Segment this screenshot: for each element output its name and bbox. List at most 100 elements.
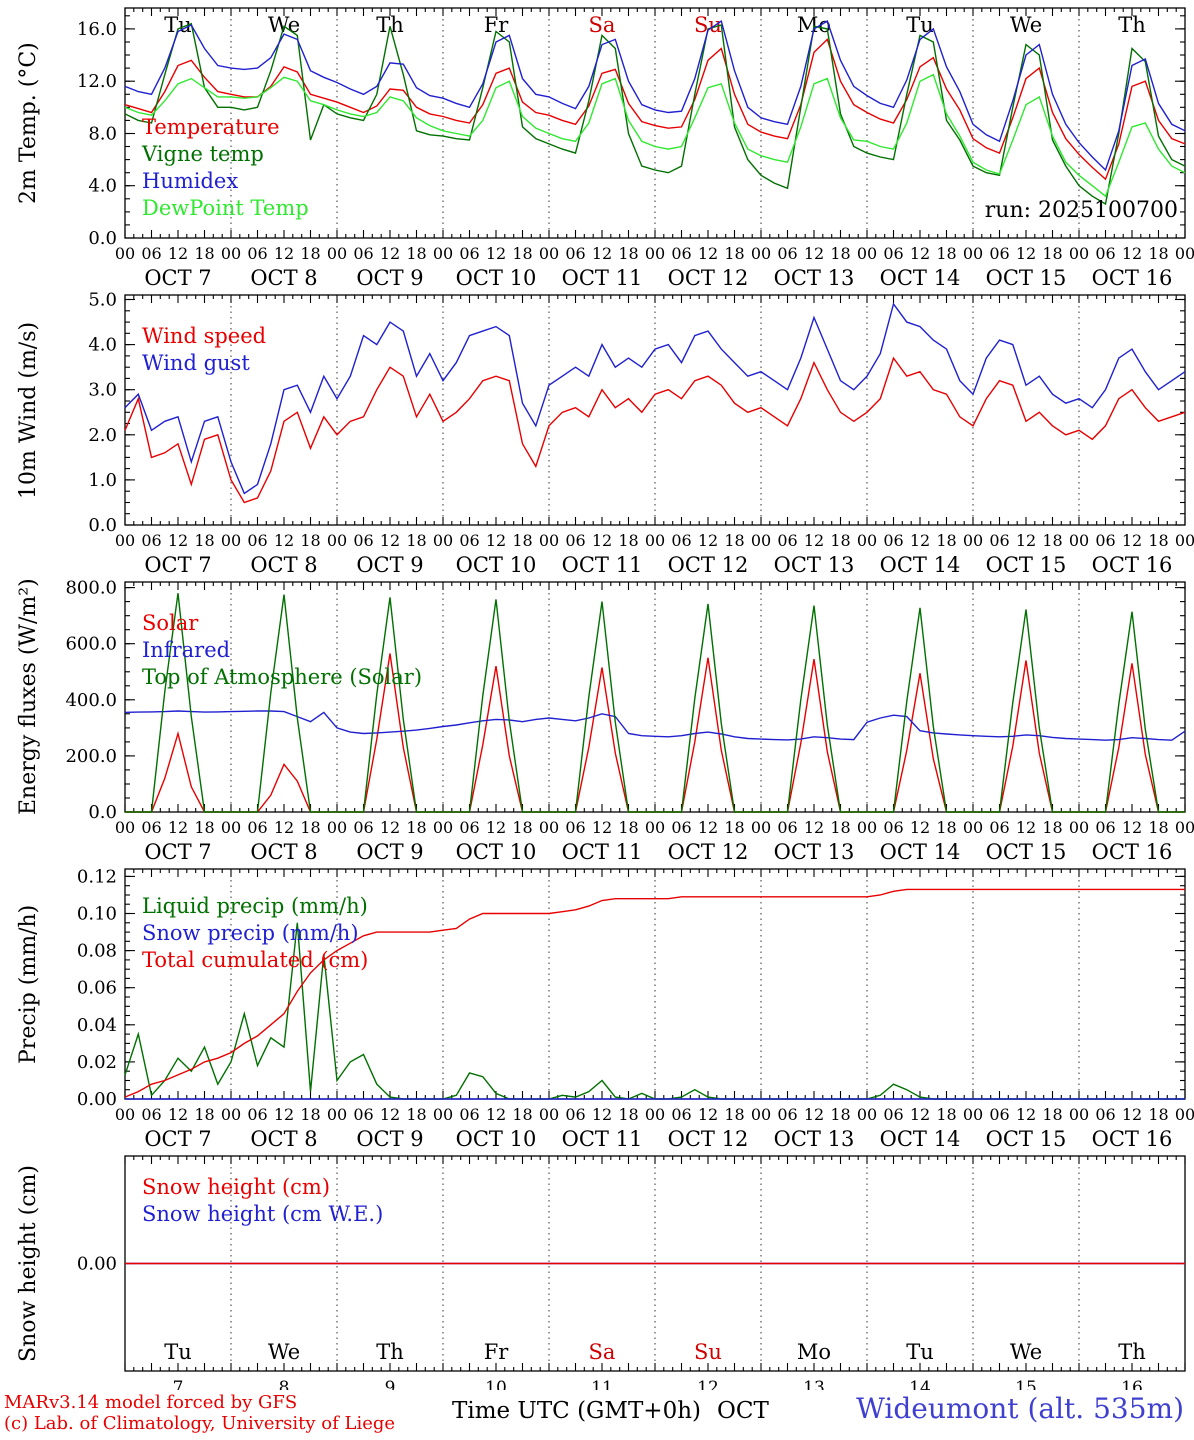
svg-text:OCT 7: OCT 7 <box>144 840 211 861</box>
svg-text:0.00: 0.00 <box>77 1089 117 1110</box>
svg-text:00: 00 <box>115 818 135 837</box>
svg-text:12: 12 <box>380 244 400 263</box>
svg-text:12: 12 <box>1122 531 1142 550</box>
svg-text:06: 06 <box>883 818 903 837</box>
svg-text:06: 06 <box>777 1105 797 1124</box>
svg-text:06: 06 <box>459 531 479 550</box>
svg-text:OCT 7: OCT 7 <box>144 266 211 287</box>
temperature-chart: 00 06 12 18 00 06 12 18 00 06 12 18 00 06 12 18 00 06 12 18… <box>77 7 1194 287</box>
svg-text:Sa: Sa <box>589 1340 616 1364</box>
svg-text:12: 12 <box>910 1105 930 1124</box>
snow-height-panel: Snow height (cm) 0.00 Tu We Th Fr Sa Su Mo Tu We T… <box>0 1148 1194 1390</box>
svg-text:Tu: Tu <box>906 1340 934 1364</box>
svg-text:7: 7 <box>173 1378 184 1390</box>
svg-text:00: 00 <box>327 1105 347 1124</box>
svg-text:12: 12 <box>486 818 506 837</box>
svg-text:OCT 10: OCT 10 <box>456 266 537 287</box>
svg-text:OCT 11: OCT 11 <box>562 266 643 287</box>
svg-text:800.0: 800.0 <box>65 578 117 599</box>
svg-text:06: 06 <box>353 531 373 550</box>
svg-text:OCT 15: OCT 15 <box>986 1127 1067 1148</box>
svg-text:18: 18 <box>724 531 744 550</box>
svg-text:12: 12 <box>486 1105 506 1124</box>
svg-text:OCT 8: OCT 8 <box>250 553 317 574</box>
svg-text:00: 00 <box>221 818 241 837</box>
svg-text:4.0: 4.0 <box>88 335 117 356</box>
legend-item-wind-gust: Wind gust <box>142 351 250 375</box>
svg-text:12: 12 <box>804 531 824 550</box>
svg-text:12: 12 <box>592 531 612 550</box>
energy-flux-panel: Energy fluxes (W/m²) 00 06 12 18 00 06 12 18 00 0… <box>0 574 1194 861</box>
svg-text:Fr: Fr <box>484 1340 510 1364</box>
svg-text:18: 18 <box>512 244 532 263</box>
svg-text:00: 00 <box>115 531 135 550</box>
svg-text:00: 00 <box>539 1105 559 1124</box>
svg-text:OCT 14: OCT 14 <box>880 266 961 287</box>
svg-text:18: 18 <box>1042 531 1062 550</box>
svg-text:18: 18 <box>1148 1105 1168 1124</box>
svg-text:3.0: 3.0 <box>88 380 117 401</box>
svg-text:12: 12 <box>168 531 188 550</box>
svg-text:06: 06 <box>353 244 373 263</box>
month-label: OCT <box>717 1398 769 1424</box>
svg-text:OCT 14: OCT 14 <box>880 553 961 574</box>
svg-text:12: 12 <box>698 818 718 837</box>
svg-text:06: 06 <box>247 531 267 550</box>
svg-text:14: 14 <box>909 1378 931 1390</box>
svg-text:0.06: 0.06 <box>77 978 117 999</box>
svg-text:OCT 11: OCT 11 <box>562 1127 643 1148</box>
svg-text:12: 12 <box>274 244 294 263</box>
svg-text:18: 18 <box>830 244 850 263</box>
svg-text:OCT 12: OCT 12 <box>668 1127 749 1148</box>
svg-text:OCT 8: OCT 8 <box>250 1127 317 1148</box>
svg-text:06: 06 <box>141 531 161 550</box>
svg-text:18: 18 <box>406 244 426 263</box>
svg-text:12: 12 <box>274 531 294 550</box>
energy-flux-chart: 00 06 12 18 00 06 12 18 00 06 12 18 00 06 12 18 00 06 12 18… <box>65 578 1194 861</box>
svg-text:12: 12 <box>804 244 824 263</box>
svg-text:12: 12 <box>486 531 506 550</box>
svg-text:OCT 11: OCT 11 <box>562 553 643 574</box>
svg-text:OCT 10: OCT 10 <box>456 1127 537 1148</box>
svg-text:06: 06 <box>989 244 1009 263</box>
svg-text:12: 12 <box>168 1105 188 1124</box>
svg-text:Tu: Tu <box>906 13 934 37</box>
temperature-legend: Temperature Vigne temp Humidex DewPoint … <box>142 114 309 222</box>
svg-text:18: 18 <box>936 818 956 837</box>
svg-text:12: 12 <box>804 1105 824 1124</box>
svg-text:5.0: 5.0 <box>88 290 117 311</box>
svg-text:18: 18 <box>300 818 320 837</box>
legend-item-snow-height-we: Snow height (cm W.E.) <box>142 1202 384 1226</box>
svg-text:8: 8 <box>279 1378 290 1390</box>
svg-text:8.0: 8.0 <box>88 124 117 145</box>
svg-text:18: 18 <box>618 1105 638 1124</box>
svg-text:18: 18 <box>618 244 638 263</box>
svg-text:00: 00 <box>751 818 771 837</box>
svg-text:18: 18 <box>194 531 214 550</box>
svg-text:18: 18 <box>724 818 744 837</box>
svg-text:00: 00 <box>857 1105 877 1124</box>
svg-text:06: 06 <box>883 244 903 263</box>
time-axis-title: Time UTC (GMT+0h) <box>452 1398 701 1424</box>
svg-text:06: 06 <box>777 818 797 837</box>
model-credit: MARv3.14 model forced by GFS (c) Lab. of… <box>4 1392 395 1434</box>
svg-text:12: 12 <box>1122 244 1142 263</box>
svg-text:12.0: 12.0 <box>77 71 117 92</box>
svg-text:12: 12 <box>1016 818 1036 837</box>
svg-text:06: 06 <box>989 818 1009 837</box>
svg-text:00: 00 <box>963 244 983 263</box>
svg-text:18: 18 <box>1148 818 1168 837</box>
svg-text:0.0: 0.0 <box>88 515 117 536</box>
svg-text:00: 00 <box>327 244 347 263</box>
svg-text:OCT 16: OCT 16 <box>1092 553 1173 574</box>
snow-y-axis-label: Snow height (cm) <box>16 1165 41 1362</box>
svg-text:00: 00 <box>115 244 135 263</box>
svg-text:00: 00 <box>115 1105 135 1124</box>
x-axis-title: Time UTC (GMT+0h) OCT <box>452 1398 769 1424</box>
svg-text:12: 12 <box>592 818 612 837</box>
svg-text:00: 00 <box>751 531 771 550</box>
svg-text:00: 00 <box>1175 818 1194 837</box>
svg-text:00: 00 <box>751 1105 771 1124</box>
svg-text:00: 00 <box>857 244 877 263</box>
svg-text:OCT 16: OCT 16 <box>1092 1127 1173 1148</box>
